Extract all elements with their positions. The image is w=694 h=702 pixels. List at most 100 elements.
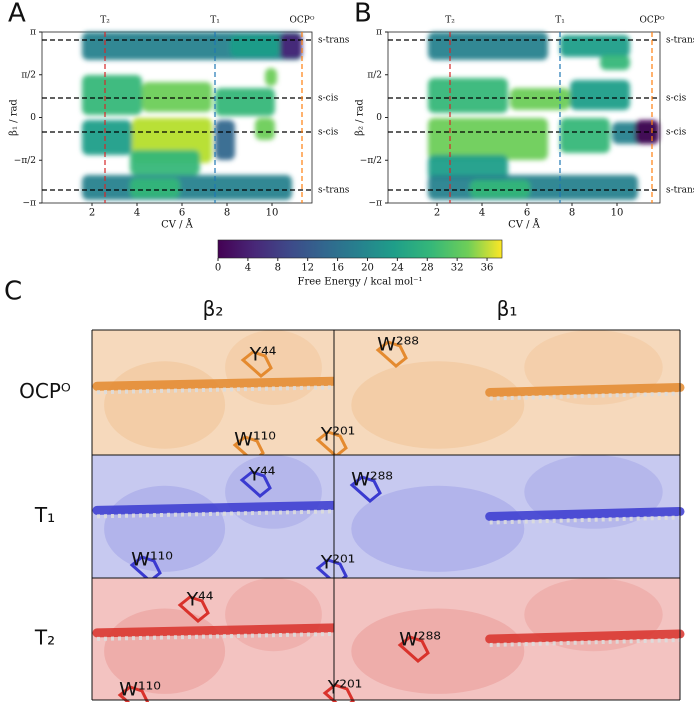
energy-region: [560, 35, 630, 57]
energy-region: [428, 175, 638, 200]
residue-label: W²⁸⁸: [399, 629, 441, 651]
colorbar-label: Free Energy / kcal mol⁻¹: [298, 277, 423, 288]
protein-cartoon: [351, 485, 525, 572]
energy-region: [142, 82, 212, 112]
y-tick-label: −π: [23, 199, 37, 209]
residue-sticks: [239, 470, 272, 498]
carotenoid-atoms: [96, 631, 335, 641]
carotenoid-atoms: [96, 385, 335, 395]
state-label: s-cis: [318, 128, 339, 138]
energy-region: [428, 155, 508, 180]
y-tick-label: 0: [376, 113, 382, 123]
panel-label: A: [8, 0, 26, 29]
y-tick-label: 0: [30, 113, 36, 123]
marker-label: T₂: [445, 16, 455, 26]
marker-label: T₁: [555, 16, 565, 26]
x-tick-label: 10: [611, 208, 624, 219]
y-tick-label: π: [376, 28, 382, 38]
residue-label: Y⁴⁴: [186, 589, 214, 611]
carotenoid-atoms: [96, 509, 335, 519]
marker-label: OCPᴼ: [290, 16, 315, 26]
y-tick-label: −π/2: [14, 156, 36, 166]
energy-region: [255, 118, 275, 140]
energy-region: [215, 120, 235, 160]
residue-label: W²⁸⁸: [351, 469, 393, 491]
colorbar-tick-label: 8: [275, 263, 281, 274]
x-tick-label: 2: [434, 208, 440, 219]
energy-region: [428, 78, 508, 113]
colorbar: [217, 239, 503, 259]
marker-label: T₁: [210, 16, 220, 26]
energy-region: [600, 55, 630, 70]
energy-region: [510, 88, 570, 110]
colorbar-tick-label: 32: [451, 263, 464, 274]
colorbar-tick-label: 16: [331, 263, 344, 274]
residue-sticks: [177, 595, 210, 623]
energy-region: [82, 120, 132, 155]
energy-region: [560, 118, 610, 153]
y-tick-label: π/2: [367, 70, 382, 80]
energy-region: [280, 33, 302, 59]
energy-region: [470, 180, 530, 198]
colorbar-tick-label: 0: [215, 263, 221, 274]
energy-region: [265, 68, 277, 86]
colorbar-tick-label: 28: [421, 263, 434, 274]
row-label: OCPᴼ: [19, 379, 71, 403]
energy-region: [428, 118, 548, 160]
x-tick-label: 4: [134, 208, 140, 219]
residue-label: W¹¹⁰: [131, 549, 173, 571]
free-energy-surface: [82, 32, 302, 200]
state-label: s-cis: [666, 94, 687, 104]
protein-cartoon: [351, 608, 525, 694]
residue-sticks: [349, 475, 382, 503]
energy-region: [230, 35, 280, 57]
carotenoid: [92, 376, 339, 391]
x-axis-label: CV / Å: [508, 219, 541, 231]
panel-label: C: [4, 277, 22, 307]
energy-region: [130, 150, 200, 175]
energy-region: [570, 80, 630, 110]
column-header: β₁: [497, 297, 518, 321]
x-tick-label: 2: [89, 208, 95, 219]
state-label: s-cis: [666, 128, 687, 138]
state-label: s-trans: [666, 186, 694, 196]
residue-label: Y⁴⁴: [249, 344, 277, 366]
y-tick-label: −π/2: [360, 156, 382, 166]
carotenoid: [485, 383, 685, 397]
energy-region: [82, 175, 292, 200]
residue-sticks: [397, 635, 430, 663]
free-energy-surface: [428, 32, 659, 200]
y-tick-label: π: [30, 28, 36, 38]
energy-region: [82, 75, 142, 115]
row-label: T₂: [34, 626, 55, 650]
x-axis-label: CV / Å: [161, 219, 194, 231]
panel-label: B: [354, 0, 372, 29]
residue-label: W¹¹⁰: [119, 679, 161, 701]
column-header: β₂: [203, 297, 224, 321]
protein-cartoon: [225, 330, 322, 405]
marker-label: OCPᴼ: [640, 16, 665, 26]
residue-sticks: [322, 683, 355, 702]
residue-label: Y⁴⁴: [248, 464, 276, 486]
y-axis-label: β₂ / rad: [355, 99, 366, 136]
carotenoid: [485, 629, 685, 644]
x-tick-label: 6: [179, 208, 185, 219]
residue-sticks: [375, 340, 408, 368]
colorbar-tick-label: 4: [245, 263, 251, 274]
x-tick-label: 4: [479, 208, 485, 219]
state-label: s-trans: [666, 36, 694, 46]
row-label: T₁: [34, 503, 55, 527]
protein-cartoon: [104, 361, 226, 449]
colorbar-tick-label: 24: [391, 263, 404, 274]
state-label: s-trans: [318, 36, 350, 46]
residue-sticks: [117, 685, 150, 702]
colorbar-tick-label: 20: [361, 263, 374, 274]
protein-cartoon: [351, 361, 525, 449]
residue-label: W²⁸⁸: [377, 334, 419, 356]
carotenoid: [92, 500, 339, 515]
residue-sticks: [315, 430, 348, 458]
energy-region: [428, 32, 548, 60]
colorbar-tick-label: 36: [481, 263, 494, 274]
residue-label: Y²⁰¹: [320, 424, 355, 446]
